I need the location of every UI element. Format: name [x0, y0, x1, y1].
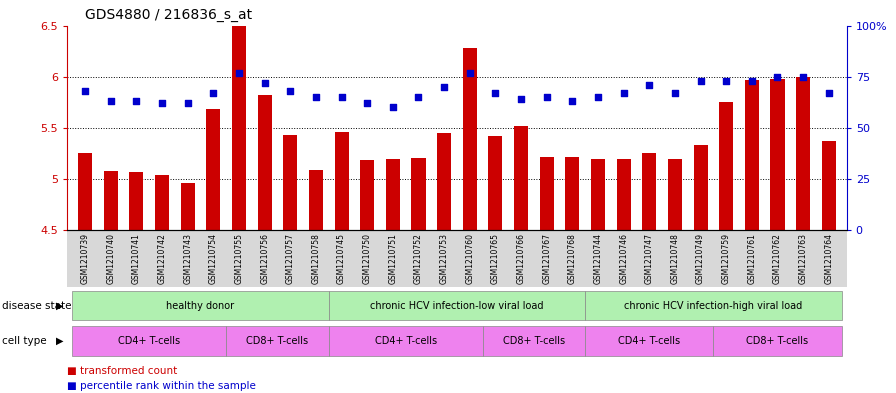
Text: CD4+ T-cells: CD4+ T-cells: [618, 336, 680, 346]
Text: ▶: ▶: [56, 301, 63, 310]
Bar: [129, 172, 143, 230]
Point: [488, 90, 503, 96]
Text: chronic HCV infection-high viral load: chronic HCV infection-high viral load: [625, 301, 803, 310]
Point: [155, 100, 169, 107]
Bar: [437, 133, 452, 230]
Point: [334, 94, 349, 100]
Bar: [104, 171, 118, 230]
Point: [411, 94, 426, 100]
Text: ▶: ▶: [56, 336, 63, 346]
Bar: [334, 132, 349, 230]
Point: [822, 90, 836, 96]
Bar: [181, 183, 194, 230]
Point: [590, 94, 605, 100]
Point: [539, 94, 554, 100]
Bar: [745, 80, 759, 230]
Bar: [283, 135, 297, 230]
Point: [206, 90, 220, 96]
Bar: [206, 109, 220, 230]
Bar: [411, 158, 426, 230]
Point: [462, 70, 477, 76]
Point: [565, 98, 580, 104]
Bar: [565, 157, 580, 230]
Bar: [514, 126, 528, 230]
Point: [514, 96, 529, 102]
Point: [283, 88, 297, 94]
Point: [385, 104, 400, 110]
Bar: [642, 153, 657, 230]
Bar: [155, 175, 169, 230]
Bar: [668, 160, 682, 230]
Bar: [539, 157, 554, 230]
Text: cell type: cell type: [2, 336, 47, 346]
Point: [360, 100, 375, 107]
Point: [668, 90, 682, 96]
Point: [616, 90, 631, 96]
Point: [232, 70, 246, 76]
Point: [719, 77, 733, 84]
Bar: [360, 160, 375, 230]
Point: [104, 98, 118, 104]
Point: [181, 100, 195, 107]
Point: [771, 73, 785, 80]
Bar: [462, 48, 477, 230]
Text: CD8+ T-cells: CD8+ T-cells: [503, 336, 565, 346]
Text: healthy donor: healthy donor: [167, 301, 235, 310]
Point: [129, 98, 143, 104]
Text: CD8+ T-cells: CD8+ T-cells: [246, 336, 308, 346]
Bar: [386, 160, 400, 230]
Point: [745, 77, 759, 84]
Point: [257, 80, 271, 86]
Text: disease state: disease state: [2, 301, 72, 310]
Bar: [771, 79, 785, 230]
Bar: [78, 153, 92, 230]
Point: [642, 82, 657, 88]
Bar: [591, 160, 605, 230]
Text: ■ transformed count: ■ transformed count: [67, 366, 177, 376]
Bar: [488, 136, 503, 230]
Bar: [694, 145, 708, 230]
Bar: [616, 160, 631, 230]
Text: GDS4880 / 216836_s_at: GDS4880 / 216836_s_at: [85, 7, 253, 22]
Bar: [719, 102, 733, 230]
Point: [437, 84, 452, 90]
Bar: [796, 77, 810, 230]
Point: [309, 94, 323, 100]
Bar: [257, 95, 271, 230]
Text: ■ percentile rank within the sample: ■ percentile rank within the sample: [67, 381, 256, 391]
Text: chronic HCV infection-low viral load: chronic HCV infection-low viral load: [370, 301, 544, 310]
Text: CD8+ T-cells: CD8+ T-cells: [746, 336, 808, 346]
Bar: [232, 26, 246, 230]
Bar: [822, 141, 836, 230]
Point: [796, 73, 810, 80]
Text: CD4+ T-cells: CD4+ T-cells: [118, 336, 180, 346]
Text: CD4+ T-cells: CD4+ T-cells: [375, 336, 436, 346]
Bar: [309, 170, 323, 230]
Point: [78, 88, 92, 94]
Point: [694, 77, 708, 84]
